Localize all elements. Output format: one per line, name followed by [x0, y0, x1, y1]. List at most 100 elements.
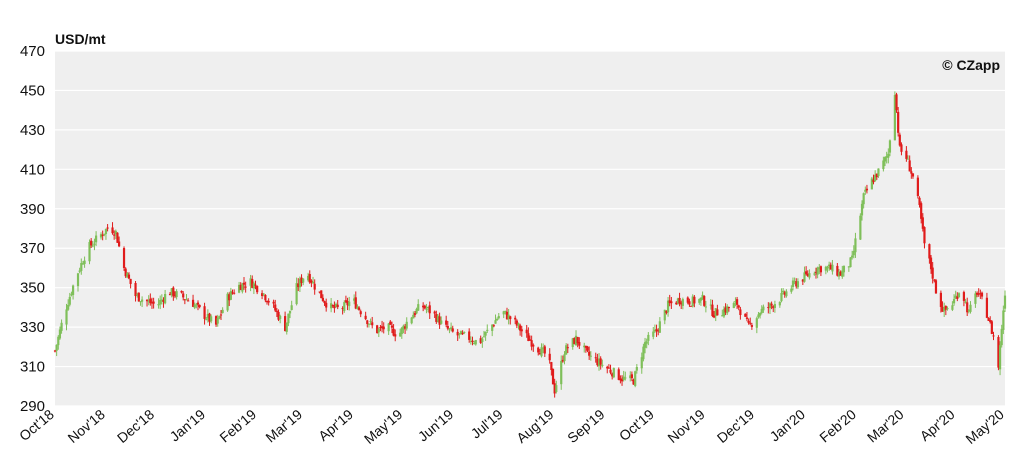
candle-up: [974, 293, 977, 304]
candle-down: [438, 316, 441, 325]
candle-down: [911, 173, 915, 177]
candle-down: [956, 296, 959, 299]
candle-up: [969, 304, 972, 312]
candle-up: [709, 304, 712, 306]
candle-down: [632, 379, 635, 385]
candle-up: [147, 300, 150, 302]
candle-up: [436, 315, 440, 322]
x-tick-label: Sep'19: [564, 406, 608, 446]
candle-up: [877, 168, 880, 177]
candle-up: [221, 309, 224, 314]
x-tick-label: Nov'19: [664, 406, 707, 446]
candle-up: [425, 308, 428, 310]
candle-down: [313, 283, 316, 290]
candle-up: [463, 331, 466, 333]
candle-down: [242, 282, 246, 285]
candle-down: [101, 234, 104, 236]
candle-down: [745, 317, 749, 319]
candle-down: [875, 173, 878, 178]
candle-up: [57, 336, 60, 346]
candle-up: [399, 332, 402, 337]
y-tick-label: 470: [20, 43, 45, 60]
candle-up: [94, 235, 98, 243]
candle-up: [565, 345, 568, 355]
candle-down: [451, 328, 454, 332]
x-tick-label: Jun'19: [415, 406, 457, 445]
candle-down: [124, 268, 127, 277]
gridlines: [55, 50, 1005, 407]
candle-up: [635, 367, 638, 371]
candle-down: [333, 304, 336, 309]
candle-up: [647, 334, 650, 341]
candle-up: [330, 303, 333, 309]
candle-down: [318, 291, 321, 293]
candle-down: [689, 305, 693, 307]
candle-up: [157, 304, 160, 306]
candle-up: [343, 302, 346, 312]
y-axis-unit-label: USD/mt: [55, 31, 106, 47]
candle-up: [252, 283, 255, 289]
candle-up: [998, 345, 1002, 370]
candle-up: [726, 306, 729, 314]
candle-down: [920, 203, 923, 219]
candle-up: [906, 158, 910, 160]
candle-up: [484, 331, 487, 336]
candle-down: [918, 197, 921, 205]
candle-down: [403, 326, 407, 329]
candle-up: [458, 333, 461, 335]
candle-down: [346, 301, 349, 306]
candle-down: [310, 280, 313, 283]
candle-down: [275, 310, 278, 312]
x-tick-label: Jan'19: [167, 406, 209, 445]
candle-up: [206, 313, 209, 319]
candle-down: [423, 305, 426, 309]
candle-up: [356, 306, 359, 309]
candle-up: [81, 263, 85, 265]
candle-up: [793, 281, 796, 283]
candle-up: [218, 316, 221, 319]
candle-down: [382, 326, 385, 330]
candle-down: [668, 300, 671, 304]
candle-up: [504, 310, 507, 312]
candle-down: [118, 241, 121, 247]
candle-down: [111, 227, 114, 234]
candle-up: [837, 271, 841, 277]
candle-up: [883, 157, 887, 162]
candle-down: [150, 302, 154, 304]
candle-down: [538, 353, 541, 355]
candle-down: [735, 299, 739, 305]
y-tick-label: 350: [20, 280, 45, 297]
candle-down: [655, 329, 658, 332]
y-tick-label: 290: [20, 398, 45, 415]
candle-down: [357, 307, 361, 310]
candle-down: [422, 305, 425, 308]
candle-down: [525, 329, 528, 334]
candle-up: [160, 299, 163, 301]
candle-down: [364, 315, 367, 320]
candle-down: [272, 301, 275, 304]
candle-up: [653, 329, 657, 332]
candle-up: [943, 307, 946, 312]
candle-down: [680, 302, 683, 305]
candle-up: [780, 292, 783, 302]
candle-up: [831, 264, 834, 272]
candle-up: [70, 294, 73, 296]
candle-down: [739, 309, 742, 315]
candle-up: [791, 280, 795, 287]
candle-up: [367, 323, 371, 325]
candle-up: [114, 230, 117, 235]
candle-down: [53, 350, 57, 352]
candle-up: [279, 315, 282, 319]
candle-up: [76, 273, 80, 287]
candle-up: [486, 329, 489, 331]
candle-up: [722, 309, 726, 317]
candle-up: [785, 291, 788, 297]
candle-up: [216, 317, 219, 324]
candle-up: [285, 322, 288, 332]
candle-up: [612, 368, 615, 378]
candle-up: [762, 306, 765, 311]
candle-up: [887, 153, 890, 158]
candle-up: [760, 308, 763, 313]
candle-up: [847, 266, 850, 268]
candle-down: [265, 300, 269, 303]
